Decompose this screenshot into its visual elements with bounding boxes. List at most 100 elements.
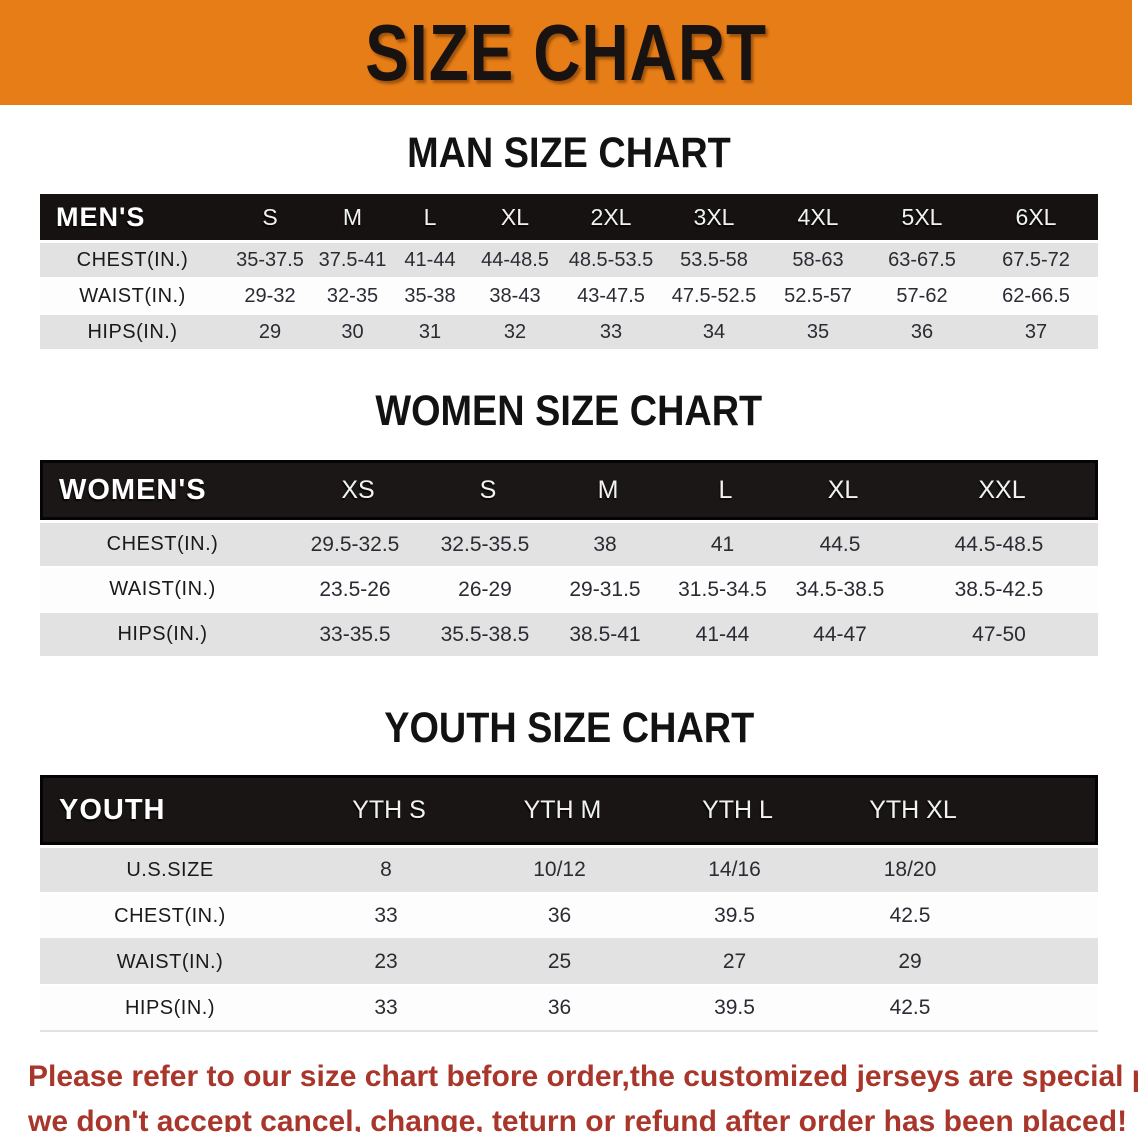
women-size-column-header: M <box>597 475 619 504</box>
women-measurement-value: 38.5-41 <box>569 622 641 646</box>
men-measurement-value: 63-67.5 <box>888 248 956 271</box>
men-measurement-value: 41-44 <box>404 248 456 271</box>
women-measurement-value: 47-50 <box>972 622 1026 646</box>
youth-measurement-value: 25 <box>547 950 572 973</box>
men-size-column-header: 5XL <box>901 203 943 230</box>
men-measurement-value: 52.5-57 <box>784 284 852 307</box>
youth-row-label: WAIST(IN.) <box>116 950 224 973</box>
men-header-label: MEN'S <box>56 201 146 232</box>
youth-measurement-value: 14/16 <box>708 858 761 881</box>
men-size-column-header: XL <box>500 203 530 230</box>
men-measurement-value: 37 <box>1024 320 1048 343</box>
youth-size-column-header: YTH M <box>523 795 602 824</box>
men-measurement-value: 53.5-58 <box>680 248 748 271</box>
women-size-table: WOMEN'S XS S M L XL XXL CHEST(IN.) 29.5-32.5 32.5… <box>40 460 1098 658</box>
youth-measurement-value: 39.5 <box>714 904 755 927</box>
women-measurement-value: 29-31.5 <box>569 577 641 601</box>
men-measurement-value: 35-38 <box>404 284 456 307</box>
women-size-column-header: XL <box>827 475 859 504</box>
youth-measurement-value: 27 <box>722 950 747 973</box>
disclaimer-line-2: we don't accept cancel, change, teturn o… <box>28 1105 1128 1132</box>
men-measurement-value: 48.5-53.5 <box>568 248 654 271</box>
men-measurement-value: 43-47.5 <box>577 284 645 307</box>
youth-measurement-value: 8 <box>380 858 392 881</box>
youth-measurement-value: 33 <box>374 904 398 927</box>
men-measurement-value: 35 <box>806 320 830 343</box>
men-measurement-value: 29-32 <box>244 284 296 307</box>
women-measurement-value: 44.5 <box>819 532 861 556</box>
youth-size-column-header: YTH S <box>352 795 426 824</box>
men-table-header-row: MEN'S S M L XL 2XL 3XL 4XL 5XL 6XL <box>40 194 1098 240</box>
men-size-column-header: S <box>262 203 278 230</box>
women-table-row: WAIST(IN.) 23.5-26 26-29 29-31.5 31.5-34.5 34… <box>40 568 1098 613</box>
men-section-title: MAN SIZE CHART <box>407 129 731 177</box>
men-measurement-value: 37.5-41 <box>318 248 387 271</box>
youth-row-label: CHEST(IN.) <box>114 904 226 927</box>
youth-measurement-value: 10/12 <box>533 858 586 881</box>
youth-table-row: HIPS(IN.) 33 36 39.5 42.5 <box>40 986 1098 1032</box>
men-measurement-value: 35-37.5 <box>236 248 304 271</box>
men-size-column-header: 3XL <box>693 203 735 230</box>
men-measurement-value: 29 <box>258 320 282 343</box>
men-row-label: HIPS(IN.) <box>87 320 178 343</box>
youth-table-row: WAIST(IN.) 23 25 27 29 <box>40 940 1098 986</box>
youth-measurement-value: 18/20 <box>883 858 937 881</box>
women-row-label: WAIST(IN.) <box>109 578 216 600</box>
youth-measurement-value: 36 <box>547 996 572 1019</box>
women-size-column-header: XS <box>341 475 375 504</box>
youth-section-title: YOUTH SIZE CHART <box>383 704 754 752</box>
youth-measurement-value: 29 <box>898 950 922 973</box>
men-measurement-value: 34 <box>702 320 726 343</box>
men-measurement-value: 57-62 <box>896 284 948 307</box>
women-table-header-row: WOMEN'S XS S M L XL XXL <box>40 460 1098 520</box>
youth-row-label: U.S.SIZE <box>126 858 214 881</box>
women-measurement-value: 29.5-32.5 <box>310 532 400 556</box>
women-header-label: WOMEN'S <box>59 473 207 506</box>
youth-header-label: YOUTH <box>59 793 166 826</box>
disclaimer-line-1: Please refer to our size chart before or… <box>28 1060 1138 1093</box>
youth-measurement-value: 42.5 <box>889 904 931 927</box>
men-measurement-value: 30 <box>341 320 364 343</box>
women-table-row: CHEST(IN.) 29.5-32.5 32.5-35.5 38 41 44.5 44.5… <box>40 523 1098 568</box>
men-size-chart-section: MAN SIZE CHART MEN'S S M L XL 2XL 3XL 4XL 5XL 6XL… <box>0 129 1138 351</box>
women-size-chart-section: WOMEN SIZE CHART WOMEN'S XS S M L XL XXL CHEST(… <box>0 387 1138 658</box>
women-measurement-value: 41-44 <box>695 622 750 646</box>
men-measurement-value: 58-63 <box>792 248 844 271</box>
women-measurement-value: 31.5-34.5 <box>678 577 767 601</box>
men-row-label: CHEST(IN.) <box>76 248 189 271</box>
women-measurement-value: 44-47 <box>813 622 867 646</box>
men-measurement-value: 33 <box>599 320 623 343</box>
size-chart-banner: SIZE CHART <box>0 0 1132 105</box>
youth-row-label: HIPS(IN.) <box>124 996 216 1019</box>
women-size-column-header: S <box>479 475 497 504</box>
women-measurement-value: 23.5-26 <box>319 577 391 601</box>
women-row-label: CHEST(IN.) <box>106 533 219 555</box>
men-measurement-value: 62-66.5 <box>1002 284 1070 307</box>
women-measurement-value: 34.5-38.5 <box>795 577 885 601</box>
men-size-column-header: L <box>423 203 437 230</box>
women-size-column-header: L <box>718 475 733 504</box>
men-measurement-value: 47.5-52.5 <box>671 284 757 307</box>
youth-table-row: CHEST(IN.) 33 36 39.5 42.5 <box>40 894 1098 940</box>
men-size-column-header: 6XL <box>1015 203 1057 230</box>
women-measurement-value: 41 <box>710 532 735 556</box>
youth-size-column-header: YTH XL <box>869 795 957 824</box>
women-measurement-value: 38 <box>593 532 617 556</box>
youth-measurement-value: 39.5 <box>714 996 755 1019</box>
women-measurement-value: 35.5-38.5 <box>440 622 530 646</box>
women-measurement-value: 33-35.5 <box>319 622 391 646</box>
men-size-column-header: M <box>342 203 363 230</box>
men-table-row: HIPS(IN.) 29 30 31 32 33 34 35 36 37 <box>40 315 1098 351</box>
men-measurement-value: 67.5-72 <box>1002 248 1070 271</box>
women-table-row: HIPS(IN.) 33-35.5 35.5-38.5 38.5-41 41-44 44-… <box>40 613 1098 658</box>
men-size-column-header: 4XL <box>797 203 839 230</box>
youth-measurement-value: 33 <box>374 996 398 1019</box>
youth-measurement-value: 36 <box>547 904 572 927</box>
women-measurement-value: 26-29 <box>458 577 512 601</box>
men-size-column-header: 2XL <box>590 203 632 230</box>
men-measurement-value: 38-43 <box>489 284 541 307</box>
men-measurement-value: 44-48.5 <box>481 248 549 271</box>
men-measurement-value: 32 <box>503 320 527 343</box>
youth-table-header-row: YOUTH YTH S YTH M YTH L YTH XL <box>40 775 1098 845</box>
women-size-column-header: XXL <box>978 475 1026 504</box>
